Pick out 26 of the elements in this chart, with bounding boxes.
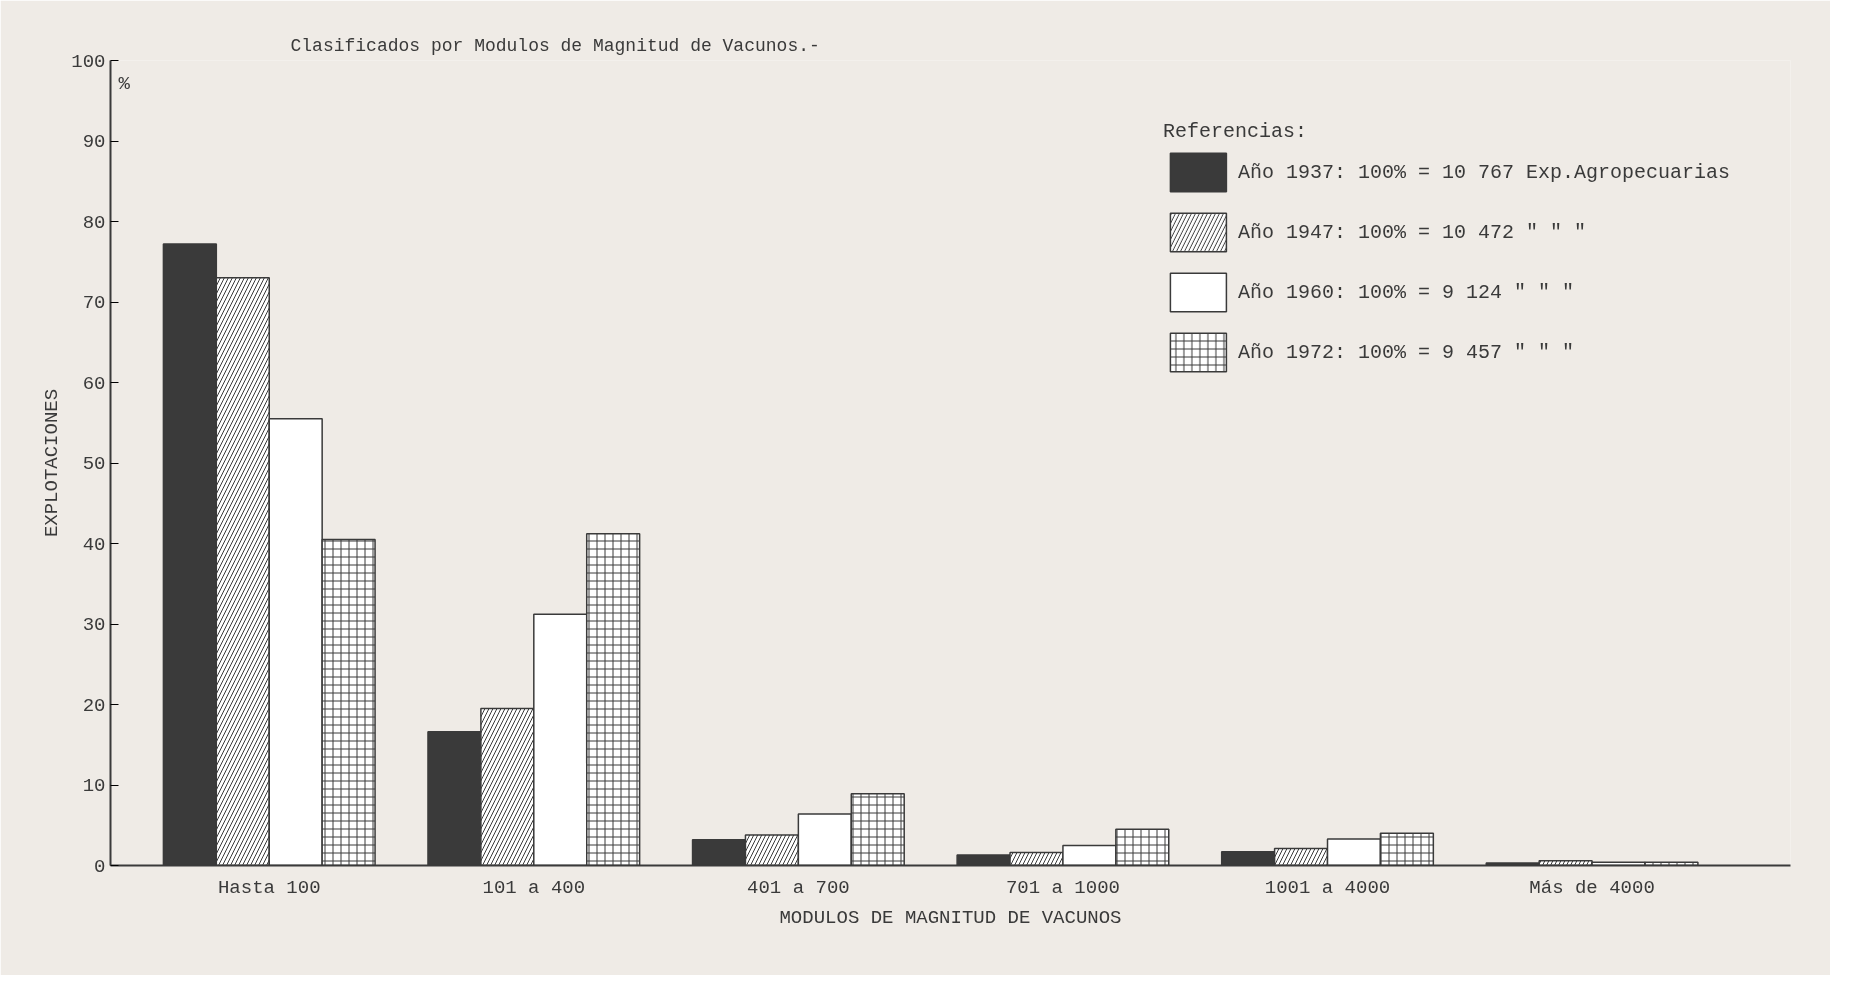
legend-label: Año 1947: 100% = 10 472 " " " bbox=[1237, 220, 1586, 244]
x-tick-label: 401 a 700 bbox=[747, 876, 850, 899]
y-axis-title: EXPLOTACIONES bbox=[41, 388, 64, 538]
legend-label: Año 1972: 100% = 9 457 " " " bbox=[1237, 340, 1574, 364]
y-tick-label: 40 bbox=[82, 533, 106, 556]
x-tick-label: 1001 a 4000 bbox=[1264, 876, 1391, 899]
y-tick-label: 20 bbox=[82, 694, 106, 717]
y-tick-label: 0 bbox=[94, 855, 106, 878]
y-tick-label: 100 bbox=[71, 50, 106, 73]
annotation: % bbox=[118, 72, 131, 95]
x-tick-label: 101 a 400 bbox=[482, 876, 586, 899]
y-tick-label: 60 bbox=[82, 372, 106, 395]
y-tick-label: 90 bbox=[82, 131, 106, 153]
legend-label: Año 1937: 100% = 10 767 Exp.Agropecuarias bbox=[1237, 160, 1730, 184]
y-tick-label: 50 bbox=[82, 453, 106, 475]
legend-title: Referencias: bbox=[1162, 120, 1308, 143]
y-tick-label: 10 bbox=[82, 775, 106, 797]
y-tick-label: 80 bbox=[82, 211, 106, 234]
x-tick-label: 701 a 1000 bbox=[1005, 876, 1120, 899]
x-tick-label: Hasta 100 bbox=[217, 876, 321, 899]
x-axis-title: MODULOS DE MAGNITUD DE VACUNOS bbox=[779, 906, 1122, 929]
x-tick-label: Más de 4000 bbox=[1529, 876, 1655, 899]
chart-title: Clasificados por Modulos de Magnitud de Vacunos.- bbox=[290, 35, 820, 56]
y-tick-label: 30 bbox=[82, 614, 106, 636]
legend-label: Año 1960: 100% = 9 124 " " " bbox=[1237, 280, 1574, 304]
y-tick-label: 70 bbox=[82, 292, 106, 314]
